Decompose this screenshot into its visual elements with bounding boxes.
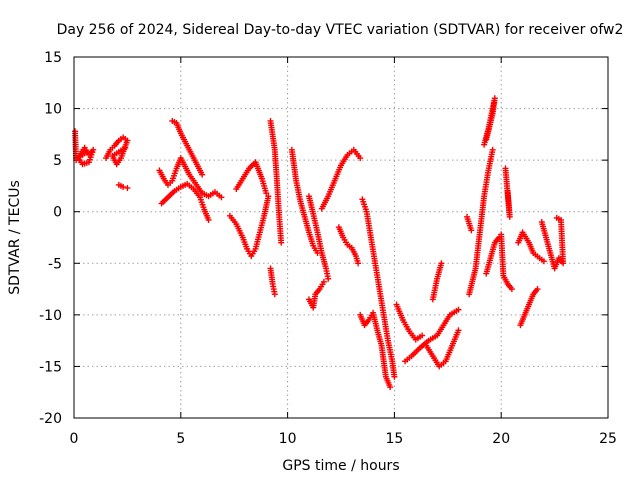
data-point [83,148,90,155]
y-tick-label: 0 [53,205,62,221]
data-point [455,306,462,313]
y-tick-label: -10 [39,308,62,324]
data-point [199,171,206,178]
y-tick-label: -5 [48,256,62,272]
x-tick-label: 15 [385,431,403,447]
data-point [468,227,475,234]
plot-frame [73,56,609,419]
y-axis-label: SDTVAR / TECUs [7,180,23,295]
data-point [278,239,285,246]
data-point [120,183,127,190]
data-point [502,165,509,172]
data-point [540,258,547,265]
data-point [265,193,272,200]
tick-labels: 0 5 10 15 20 25 15 10 5 0 -5 -10 -15 -20 [39,50,617,447]
x-tick-label: 10 [279,431,297,447]
data-point [271,291,278,298]
chart-title: Day 256 of 2024, Sidereal Day-to-day VTE… [57,22,624,38]
data-point [355,260,362,267]
data-point [357,155,364,162]
x-tick-label: 25 [599,431,617,447]
data-point [387,384,394,391]
x-axis-label: GPS time / hours [282,458,399,474]
data-point [391,373,398,380]
data-point [455,327,462,334]
data-point [438,260,445,267]
data-point [263,190,270,197]
y-tick-label: 10 [44,102,62,118]
data-point [489,146,496,153]
data-point [218,194,225,201]
x-tick-label: 0 [70,431,79,447]
data-point [325,275,332,282]
data-point [320,278,327,285]
data-point [508,286,515,293]
data-point [124,184,131,191]
data-point [205,216,212,223]
x-tick-label: 20 [492,431,510,447]
data-point [553,214,560,221]
y-tick-label: -20 [39,411,62,427]
x-tick-label: 5 [176,431,185,447]
data-point [419,332,426,339]
y-tick-label: -15 [39,359,62,375]
y-tick-label: 15 [44,50,62,66]
y-tick-label: 5 [53,153,62,169]
data-points [72,95,567,391]
data-point [534,286,541,293]
data-point [122,144,129,151]
data-point [483,136,490,143]
